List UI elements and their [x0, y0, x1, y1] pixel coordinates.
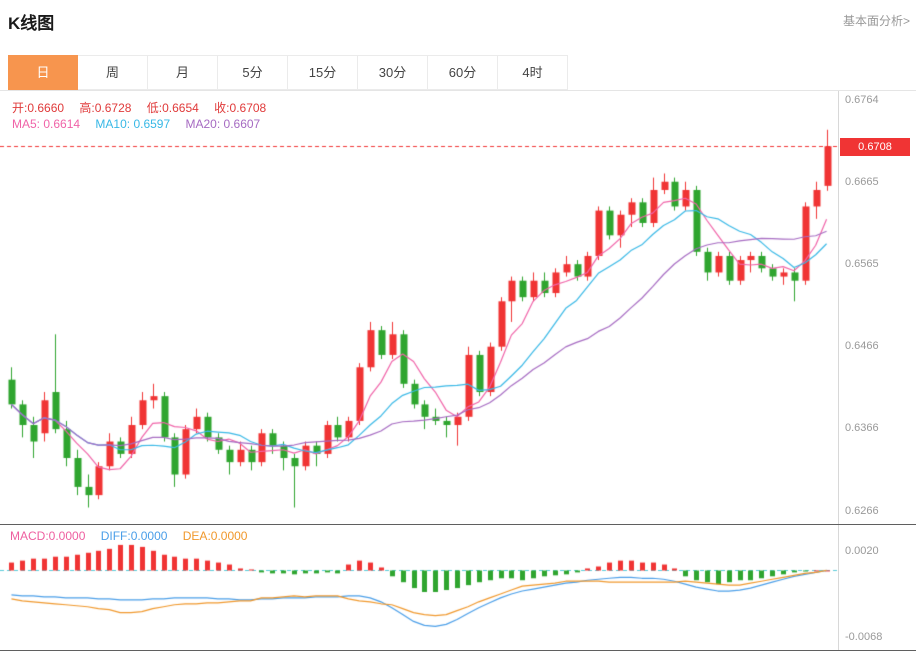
fundamental-analysis-link[interactable]: 基本面分析>: [842, 14, 910, 28]
current-price-tag: 0.6708: [840, 137, 910, 156]
price-chart-panel: 开:0.6660 高:0.6728 低:0.6654 收:0.6708 MA5:…: [0, 91, 916, 524]
ma10-label: MA10:: [95, 117, 131, 131]
diff-value: 0.0000: [130, 529, 168, 543]
price-canvas[interactable]: [0, 91, 838, 524]
price-axis-tick: 0.6565: [845, 258, 879, 271]
close-value: 0.6708: [229, 101, 267, 115]
price-axis-tick: 0.6665: [845, 175, 879, 188]
tab-4hour[interactable]: 4时: [498, 55, 568, 90]
tab-month[interactable]: 月: [148, 55, 218, 90]
ma5-item: MA5: 0.6614: [12, 117, 80, 131]
page-title: K线图: [8, 14, 55, 33]
high-value: 0.6728: [94, 101, 132, 115]
ma20-value: 0.6607: [223, 117, 261, 131]
price-axis-tick: 0.6366: [845, 422, 879, 435]
tab-5min[interactable]: 5分: [218, 55, 288, 90]
ma5-value: 0.6614: [43, 117, 81, 131]
low-value: 0.6654: [162, 101, 199, 115]
close-label: 收:: [214, 101, 230, 115]
macd-value: 0.0000: [48, 529, 86, 543]
high-label: 高:: [79, 101, 95, 115]
interval-tabs: 日 周 月 5分 15分 30分 60分 4时: [0, 55, 916, 91]
diff-item: DIFF:0.0000: [101, 529, 168, 543]
ma5-label: MA5:: [12, 117, 41, 131]
low-item: 低:0.6654: [147, 101, 199, 115]
tab-30min[interactable]: 30分: [358, 55, 428, 90]
low-label: 低:: [146, 101, 163, 115]
macd-label: MACD:: [10, 529, 49, 543]
open-item: 开:0.6660: [12, 101, 64, 115]
price-axis-tick: 0.6764: [845, 94, 879, 107]
ma20-label: MA20:: [185, 117, 221, 131]
open-label: 开:: [12, 101, 28, 115]
macd-item: MACD:0.0000: [10, 529, 85, 543]
macd-axis-tick: -0.0068: [845, 631, 883, 644]
tab-15min[interactable]: 15分: [288, 55, 358, 90]
ma10-value: 0.6597: [133, 117, 171, 131]
diff-label: DIFF:: [100, 529, 131, 543]
ma20-item: MA20: 0.6607: [185, 117, 260, 131]
macd-panel: MACD:0.0000 DIFF:0.0000 DEA:0.0000 0.002…: [0, 524, 916, 651]
open-value: 0.6660: [27, 101, 65, 115]
high-item: 高:0.6728: [79, 101, 131, 115]
close-item: 收:0.6708: [214, 101, 266, 115]
macd-legend: MACD:0.0000 DIFF:0.0000 DEA:0.0000: [10, 529, 259, 543]
tab-60min[interactable]: 60分: [428, 55, 498, 90]
macd-axis-tick: 0.0020: [845, 544, 879, 557]
tab-day[interactable]: 日: [8, 55, 78, 90]
ma10-item: MA10: 0.6597: [95, 117, 170, 131]
macd-canvas[interactable]: [0, 525, 838, 650]
price-axis: 0.6708 0.6764 0.6665 0.6565 0.6466 0.6366 0.6…: [838, 91, 916, 524]
ohlc-legend: 开:0.6660 高:0.6728 低:0.6654 收:0.6708: [12, 99, 278, 116]
dea-label: DEA:: [182, 529, 211, 543]
price-axis-tick: 0.6266: [845, 504, 879, 517]
dea-item: DEA:0.0000: [183, 529, 248, 543]
header: K线图 基本面分析>: [0, 0, 916, 46]
price-axis-tick: 0.6466: [845, 339, 879, 352]
macd-axis: 0.0020 -0.0068: [838, 525, 916, 650]
ma-legend: MA5: 0.6614 MA10: 0.6597 MA20: 0.6607: [12, 117, 272, 131]
tab-week[interactable]: 周: [78, 55, 148, 90]
dea-value: 0.0000: [210, 529, 248, 543]
